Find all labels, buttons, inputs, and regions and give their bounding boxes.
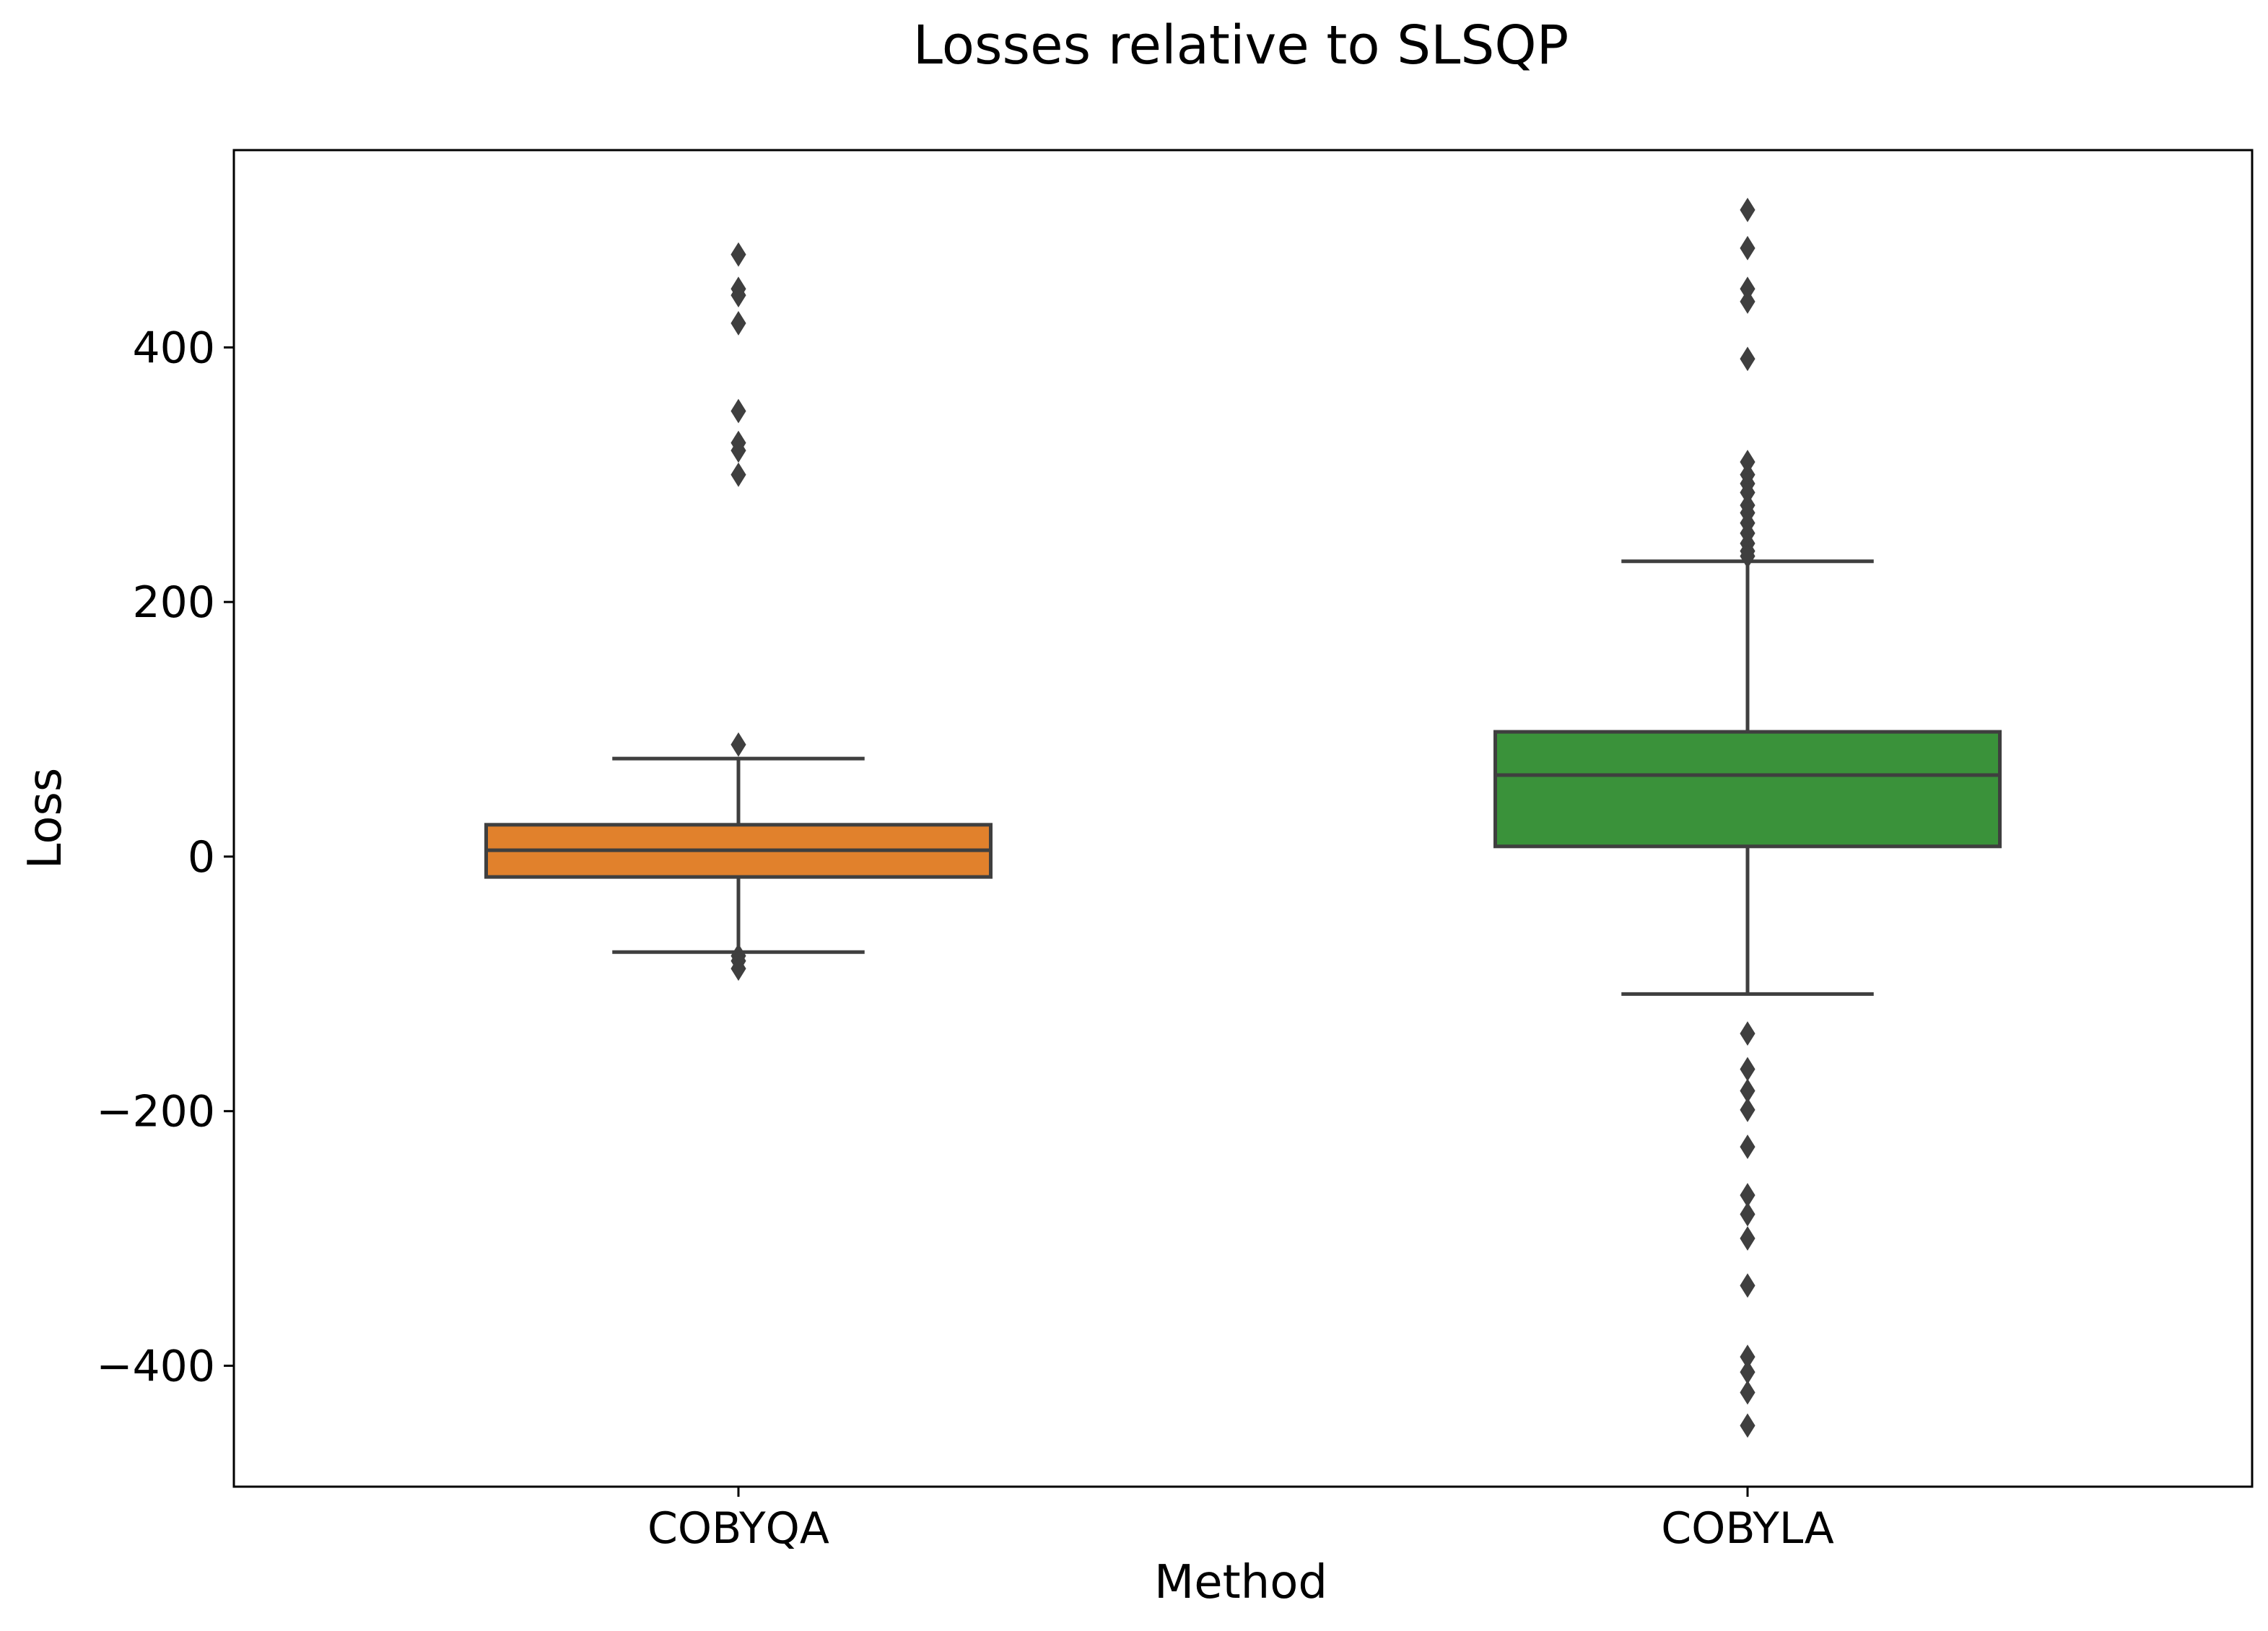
y-tick-label: −200: [96, 1087, 215, 1137]
outlier-point: [730, 310, 746, 336]
x-axis-label: Method: [1154, 1556, 1327, 1609]
chart-title: Losses relative to SLSQP: [913, 14, 1569, 76]
outlier-point: [1740, 1360, 1755, 1385]
outlier-point: [1740, 235, 1755, 261]
outlier-point: [730, 398, 746, 424]
outlier-point: [1740, 197, 1755, 222]
outlier-point: [730, 438, 746, 463]
outlier-point: [1740, 1097, 1755, 1122]
x-tick-label: COBYLA: [1661, 1503, 1834, 1554]
y-tick-label: −400: [96, 1341, 215, 1391]
outlier-point: [1740, 1202, 1755, 1227]
outlier-point: [1740, 1134, 1755, 1160]
iqr-box: [1493, 730, 2002, 849]
outlier-point: [730, 462, 746, 487]
outlier-point: [730, 956, 746, 981]
plot-frame: [232, 149, 2254, 1488]
outlier-point: [1740, 1057, 1755, 1082]
y-axis-label: Loss: [19, 768, 72, 869]
outlier-point: [1740, 1380, 1755, 1405]
box-group-cobyla: [1493, 197, 2002, 1438]
y-tick-label: 200: [132, 577, 215, 628]
outlier-point: [1740, 346, 1755, 372]
y-tick-label: 400: [132, 323, 215, 373]
outlier-point: [1740, 543, 1755, 569]
outlier-point: [1740, 1021, 1755, 1046]
y-tick-label: 0: [188, 832, 215, 883]
outlier-point: [1740, 1413, 1755, 1438]
x-axis: COBYQA COBYLA: [647, 1487, 1834, 1554]
box-group-cobyqa: [484, 242, 993, 981]
y-axis: 400 200 0 −200 −400: [96, 323, 234, 1391]
outlier-point: [1740, 1273, 1755, 1298]
outlier-point: [730, 732, 746, 757]
outlier-point: [730, 283, 746, 308]
x-tick-label: COBYQA: [647, 1503, 829, 1554]
outlier-point: [1740, 1226, 1755, 1251]
outlier-point: [730, 242, 746, 267]
outlier-point: [1740, 289, 1755, 314]
